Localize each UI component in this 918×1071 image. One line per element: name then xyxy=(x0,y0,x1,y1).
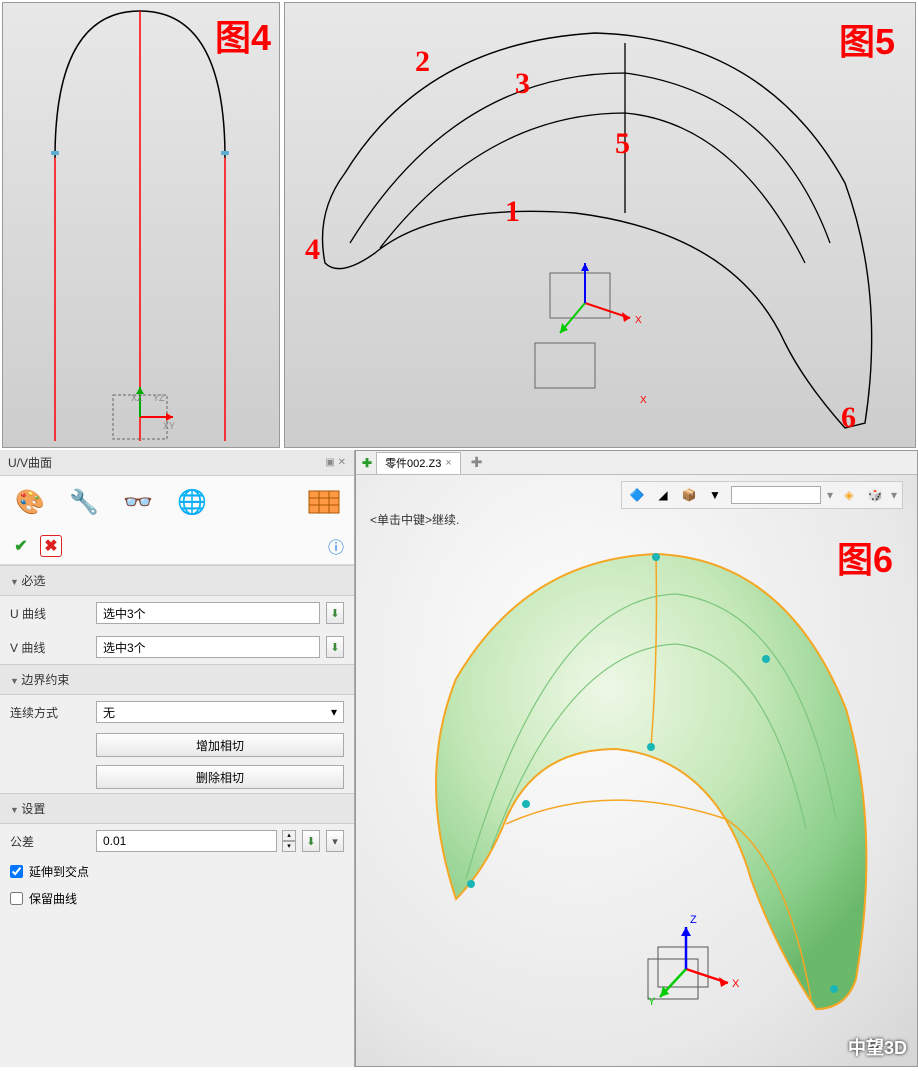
keep-curves-checkbox[interactable] xyxy=(10,892,23,905)
add-tangent-button[interactable]: 增加相切 xyxy=(96,733,344,757)
section-boundary[interactable]: 边界约束 xyxy=(0,664,354,695)
confirm-row: ✔ ✖ ⓘ xyxy=(0,528,354,565)
u-curve-label: U 曲线 xyxy=(10,605,90,622)
keep-curves-label: 保留曲线 xyxy=(29,890,77,907)
tab-bar: ✚ 零件002.Z3 × ✚ xyxy=(356,451,917,475)
ok-button[interactable]: ✔ xyxy=(10,535,32,557)
svg-text:X: X xyxy=(640,395,647,406)
num-6: 6 xyxy=(841,401,856,435)
num-5: 5 xyxy=(615,127,630,161)
num-3: 3 xyxy=(515,67,530,101)
num-1: 1 xyxy=(505,195,520,229)
viewport-fig6[interactable]: ✚ 零件002.Z3 × ✚ 🔷 ◢ 📦 ▼ ▾ ◈ 🎲 ▾ <单击中键>继续.… xyxy=(355,450,918,1067)
continuity-label: 连续方式 xyxy=(10,704,90,721)
panel-header: U/V曲面 ▣ ✕ xyxy=(0,450,354,476)
globe-icon[interactable]: 🌐 xyxy=(174,484,210,520)
panel-toolbar: 🎨 🔧 👓 🌐 xyxy=(0,476,354,528)
tolerance-pick-icon[interactable]: ⬇ xyxy=(302,830,320,852)
glasses-icon[interactable]: 👓 xyxy=(120,484,156,520)
tab-prefix-icon: ✚ xyxy=(362,456,372,470)
uv-surface-panel: U/V曲面 ▣ ✕ 🎨 🔧 👓 🌐 ✔ ✖ ⓘ 必选 U 曲线 ⬇ V 曲线 ⬇ xyxy=(0,450,355,1067)
num-4: 4 xyxy=(305,233,320,267)
v-curve-label: V 曲线 xyxy=(10,639,90,656)
svg-text:Z: Z xyxy=(690,914,697,926)
palette-icon[interactable]: 🎨 xyxy=(12,484,48,520)
del-tangent-button[interactable]: 删除相切 xyxy=(96,765,344,789)
svg-text:XY: XY xyxy=(163,421,175,431)
v-curve-input[interactable] xyxy=(96,636,320,658)
fig5-wireframe: X X xyxy=(285,3,915,449)
u-curve-pick-icon[interactable]: ⬇ xyxy=(326,602,344,624)
keep-curves-checkbox-row[interactable]: 保留曲线 xyxy=(0,885,354,912)
panel-pin-icons[interactable]: ▣ ✕ xyxy=(325,457,346,468)
svg-text:XZ: XZ xyxy=(131,393,143,403)
tab-part002[interactable]: 零件002.Z3 × xyxy=(376,452,461,474)
watermark: 中望3D xyxy=(848,1034,907,1060)
extend-checkbox-row[interactable]: 延伸到交点 xyxy=(0,858,354,885)
num-2: 2 xyxy=(415,45,430,79)
tolerance-input[interactable] xyxy=(96,830,277,852)
fig6-surface: X Y Z xyxy=(356,479,916,1069)
extend-checkbox[interactable] xyxy=(10,865,23,878)
info-icon[interactable]: ⓘ xyxy=(328,534,344,558)
chevron-down-icon: ▾ xyxy=(331,705,337,719)
tolerance-spinner[interactable]: ▴▾ xyxy=(282,830,296,852)
tab-label: 零件002.Z3 xyxy=(385,455,441,471)
grid-icon[interactable] xyxy=(306,484,342,520)
extend-label: 延伸到交点 xyxy=(29,863,89,880)
tab-add-icon[interactable]: ✚ xyxy=(465,454,489,471)
panel-title: U/V曲面 xyxy=(8,454,52,471)
u-curve-input[interactable] xyxy=(96,602,320,624)
tolerance-label: 公差 xyxy=(10,833,90,850)
viewport-fig5: 图5 X X 1 2 3 4 5 6 xyxy=(284,2,916,448)
continuity-select[interactable]: 无 ▾ xyxy=(96,701,344,723)
tolerance-menu-icon[interactable]: ▾ xyxy=(326,830,344,852)
v-curve-pick-icon[interactable]: ⬇ xyxy=(326,636,344,658)
fig4-sketch: XZ YZ XY xyxy=(3,3,281,449)
section-settings[interactable]: 设置 xyxy=(0,793,354,824)
svg-text:X: X xyxy=(732,978,740,990)
section-required[interactable]: 必选 xyxy=(0,565,354,596)
svg-text:Y: Y xyxy=(648,996,656,1008)
svg-text:YZ: YZ xyxy=(153,393,165,403)
stamp-icon[interactable]: 🔧 xyxy=(66,484,102,520)
cancel-button[interactable]: ✖ xyxy=(40,535,62,557)
continuity-value: 无 xyxy=(103,704,115,721)
viewport-fig4: 图4 XZ YZ XY xyxy=(2,2,280,448)
tab-close-icon[interactable]: × xyxy=(445,457,451,469)
svg-text:X: X xyxy=(635,315,642,326)
